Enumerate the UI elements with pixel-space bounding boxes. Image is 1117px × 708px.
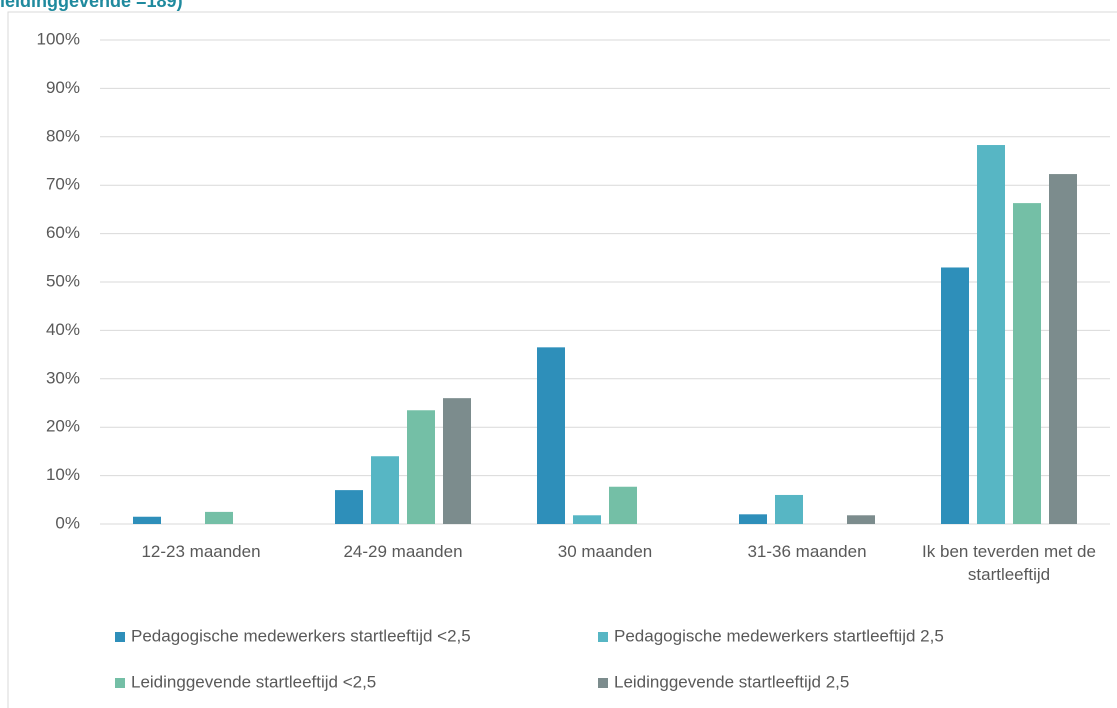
bar (573, 515, 601, 524)
y-tick-label: 50% (46, 271, 80, 290)
y-tick-label: 100% (37, 29, 80, 48)
x-tick-label: 12-23 maanden (141, 542, 261, 561)
y-tick-label: 80% (46, 126, 80, 145)
bar (977, 145, 1005, 524)
x-tick-label-box: Ik ben teverden met de startleeftijd (922, 542, 1096, 584)
bar (1049, 174, 1077, 524)
bar (133, 516, 161, 524)
chart-title: leidinggevende =189) (0, 0, 183, 11)
y-tick-label: 20% (46, 417, 80, 436)
bar (1013, 203, 1041, 524)
y-tick-label: 30% (46, 368, 80, 387)
bar (609, 486, 637, 524)
x-tick-label: 30 maanden (557, 542, 653, 561)
x-tick-label: 24-29 maanden (343, 542, 463, 561)
bar (371, 456, 399, 524)
x-tick-label-box: 30 maanden (557, 542, 653, 561)
legend-swatch (115, 678, 125, 688)
legend-swatch (115, 632, 125, 642)
legend-swatch (598, 632, 608, 642)
bar (205, 511, 233, 524)
x-tick-label-box: 24-29 maanden (343, 542, 463, 561)
legend-label: Leidinggevende startleeftijd 2,5 (614, 672, 849, 691)
y-tick-label: 0% (55, 513, 80, 532)
chart-frame (7, 11, 1117, 708)
y-tick-label: 40% (46, 320, 80, 339)
bar (407, 410, 435, 524)
x-tick-label: 31-36 maanden (747, 542, 867, 561)
legend-label: Pedagogische medewerkers startleeftijd 2… (614, 626, 944, 645)
y-tick-label: 90% (46, 78, 80, 97)
legend-label: Pedagogische medewerkers startleeftijd <… (131, 626, 471, 645)
x-tick-label-box: 31-36 maanden (747, 542, 867, 561)
bar (739, 514, 767, 524)
x-tick-label: Ik ben teverden met de startleeftijd (922, 542, 1096, 584)
bar (537, 347, 565, 524)
bar (443, 398, 471, 524)
y-tick-label: 10% (46, 465, 80, 484)
bar (847, 515, 875, 524)
bar (775, 494, 803, 524)
legend-swatch (598, 678, 608, 688)
y-tick-label: 60% (46, 223, 80, 242)
bar (335, 490, 363, 524)
legend-label: Leidinggevende startleeftijd <2,5 (131, 672, 376, 691)
bar (941, 267, 969, 524)
x-tick-label-box: 12-23 maanden (141, 542, 261, 561)
y-tick-label: 70% (46, 175, 80, 194)
